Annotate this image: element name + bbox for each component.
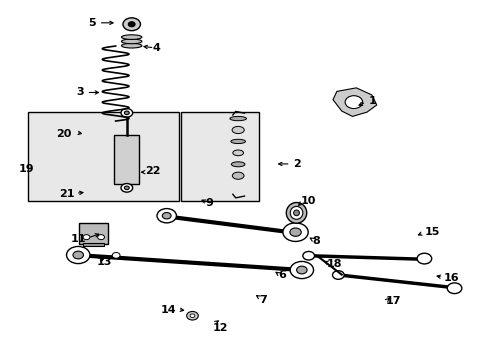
Text: 16: 16 xyxy=(443,273,459,283)
Bar xyxy=(114,135,139,184)
Circle shape xyxy=(66,247,90,264)
Text: 6: 6 xyxy=(278,270,286,280)
Text: 5: 5 xyxy=(88,18,96,28)
Text: 18: 18 xyxy=(326,259,342,269)
Circle shape xyxy=(121,109,132,117)
Circle shape xyxy=(124,111,129,114)
Bar xyxy=(82,243,104,246)
Text: 3: 3 xyxy=(76,87,84,98)
Circle shape xyxy=(98,235,104,240)
Text: 22: 22 xyxy=(144,166,160,176)
Circle shape xyxy=(73,251,83,259)
Circle shape xyxy=(283,223,307,242)
Text: 11: 11 xyxy=(71,234,86,244)
Text: 17: 17 xyxy=(385,296,400,306)
Circle shape xyxy=(296,266,306,274)
Bar xyxy=(28,112,179,202)
Text: 1: 1 xyxy=(368,96,375,107)
Text: 12: 12 xyxy=(212,323,228,333)
Circle shape xyxy=(128,22,135,27)
Bar xyxy=(181,112,259,202)
Ellipse shape xyxy=(231,162,244,167)
Circle shape xyxy=(162,212,171,219)
Ellipse shape xyxy=(286,203,306,223)
Text: 19: 19 xyxy=(19,164,34,174)
Ellipse shape xyxy=(229,116,246,121)
Circle shape xyxy=(302,251,314,260)
Circle shape xyxy=(112,252,120,258)
Ellipse shape xyxy=(121,39,142,44)
Circle shape xyxy=(83,235,90,240)
Text: 4: 4 xyxy=(152,43,160,53)
Bar xyxy=(79,223,108,244)
Circle shape xyxy=(124,186,129,190)
Circle shape xyxy=(289,261,313,279)
Ellipse shape xyxy=(230,139,245,144)
Text: 2: 2 xyxy=(292,159,300,169)
Circle shape xyxy=(289,228,301,236)
Ellipse shape xyxy=(232,126,244,134)
Ellipse shape xyxy=(121,43,142,48)
Circle shape xyxy=(332,271,344,279)
Circle shape xyxy=(122,18,140,31)
Circle shape xyxy=(190,314,195,318)
Text: 9: 9 xyxy=(205,198,213,208)
Circle shape xyxy=(447,283,461,294)
Text: 8: 8 xyxy=(312,236,320,246)
Circle shape xyxy=(186,311,198,320)
Text: 13: 13 xyxy=(96,257,111,267)
Text: 7: 7 xyxy=(259,295,266,305)
Circle shape xyxy=(416,253,431,264)
Text: 20: 20 xyxy=(57,129,72,139)
Ellipse shape xyxy=(232,150,243,156)
Text: 10: 10 xyxy=(300,197,315,206)
Ellipse shape xyxy=(232,172,244,179)
Text: 15: 15 xyxy=(424,227,439,237)
Circle shape xyxy=(345,96,362,109)
Text: 14: 14 xyxy=(161,305,176,315)
Ellipse shape xyxy=(293,210,299,216)
Circle shape xyxy=(121,184,132,192)
Ellipse shape xyxy=(121,35,142,40)
Circle shape xyxy=(157,208,176,223)
Ellipse shape xyxy=(289,206,302,219)
Text: 21: 21 xyxy=(59,189,74,199)
Polygon shape xyxy=(332,88,376,116)
